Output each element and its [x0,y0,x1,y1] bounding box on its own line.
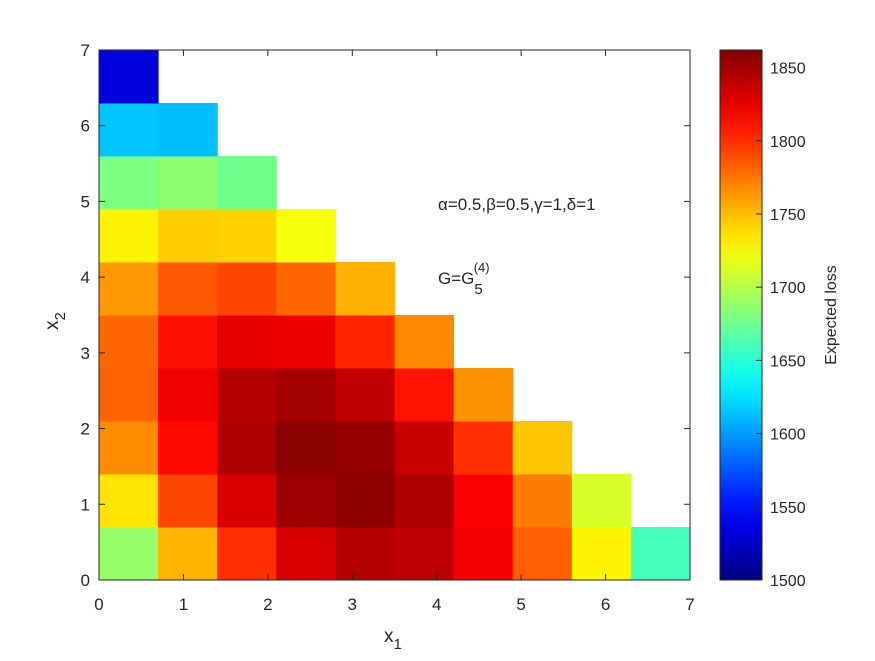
heat-cell [217,315,277,369]
x-label-subscript: 1 [394,636,402,653]
colorbar-label: Expected loss [823,265,840,365]
heat-cell [512,421,573,475]
x-tick-label: 6 [601,595,610,614]
heat-cell [158,527,218,581]
heat-cell [158,156,218,210]
y-label-text: x [42,320,63,330]
heat-cell [99,50,159,104]
annotation-subscript: 5 [474,281,482,298]
heat-cell [217,262,277,316]
heat-cell [158,262,218,316]
heat-cell [99,368,159,422]
heat-cell [217,209,277,263]
colorbar-tick-label: 1800 [770,134,806,151]
colorbar-tick-label: 1700 [770,280,806,297]
heat-cell [394,368,455,422]
heat-cell [217,156,277,210]
heat-cell [99,315,159,369]
x-label-text: x [384,626,394,647]
heat-cell [217,527,277,581]
heat-cell [335,474,395,528]
heat-cell [453,421,514,475]
heatmap-area [99,50,691,581]
plot-box [98,49,691,581]
heat-cell [335,262,395,316]
y-tick-label: 7 [81,41,90,60]
colorbar-tick-label: 1650 [770,353,806,370]
heat-cell [453,474,514,528]
heat-cell [335,421,395,475]
heat-cell [276,209,336,263]
heat-cell [335,315,395,369]
heat-cell [571,474,632,528]
y-label-subscript: 2 [52,312,69,320]
y-tick-label: 2 [81,420,90,439]
heat-cell [217,421,277,475]
heat-cell [276,262,336,316]
heat-cell [453,368,514,422]
colorbar-tick-label: 1500 [770,573,806,590]
heat-cell [630,527,691,581]
heat-cell [158,315,218,369]
x-tick-label: 5 [516,595,525,614]
heat-cell [276,474,336,528]
x-tick-label: 7 [685,595,694,614]
heat-cell [158,474,218,528]
heat-cell [276,368,336,422]
y-tick-label: 6 [81,117,90,136]
annotation-text: G=G [438,269,474,288]
heat-cell [217,368,277,422]
y-tick-label: 3 [81,344,90,363]
heat-cell [217,474,277,528]
colorbar-tick-label: 1850 [770,61,806,78]
heat-cell [158,209,218,263]
heat-cell [99,421,159,475]
colorbar-tick-label: 1600 [770,427,806,444]
heat-cell [158,368,218,422]
heat-cell [99,527,159,581]
heat-cell [453,527,514,581]
heat-cell [335,527,395,581]
x-tick-label: 2 [263,595,272,614]
colorbar [719,49,763,581]
x-tick-label: 0 [94,595,103,614]
annotation: G=G5 (4) [438,260,490,298]
heat-cell [335,368,395,422]
heat-cell [512,474,573,528]
heat-cell [394,527,455,581]
heat-cell [394,315,455,369]
y-axis-label: x2 [42,312,69,330]
heat-cell [99,474,159,528]
annotation-superscript: (4) [474,260,490,275]
heat-cell [276,421,336,475]
annotation: α=0.5,β=0.5,γ=1,δ=1 [438,195,596,214]
heat-cell [158,103,218,157]
x-tick-label: 4 [432,595,441,614]
y-tick-label: 1 [81,495,90,514]
heat-cell [276,315,336,369]
heat-cell [394,474,455,528]
heat-cell [394,421,455,475]
y-tick-label: 0 [81,571,90,590]
x-tick-label: 1 [179,595,188,614]
heat-cell [512,527,573,581]
heat-cell [158,421,218,475]
heat-cell [99,103,159,157]
heat-cell [571,527,632,581]
y-tick-label: 4 [81,268,90,287]
heat-cell [99,262,159,316]
x-tick-label: 3 [348,595,357,614]
y-tick-label: 5 [81,192,90,211]
heat-cell [99,156,159,210]
heat-cell [276,527,336,581]
x-axis-label: x1 [384,626,402,653]
colorbar-tick-label: 1750 [770,207,806,224]
heat-cell [99,209,159,263]
colorbar-tick-label: 1550 [770,500,806,517]
